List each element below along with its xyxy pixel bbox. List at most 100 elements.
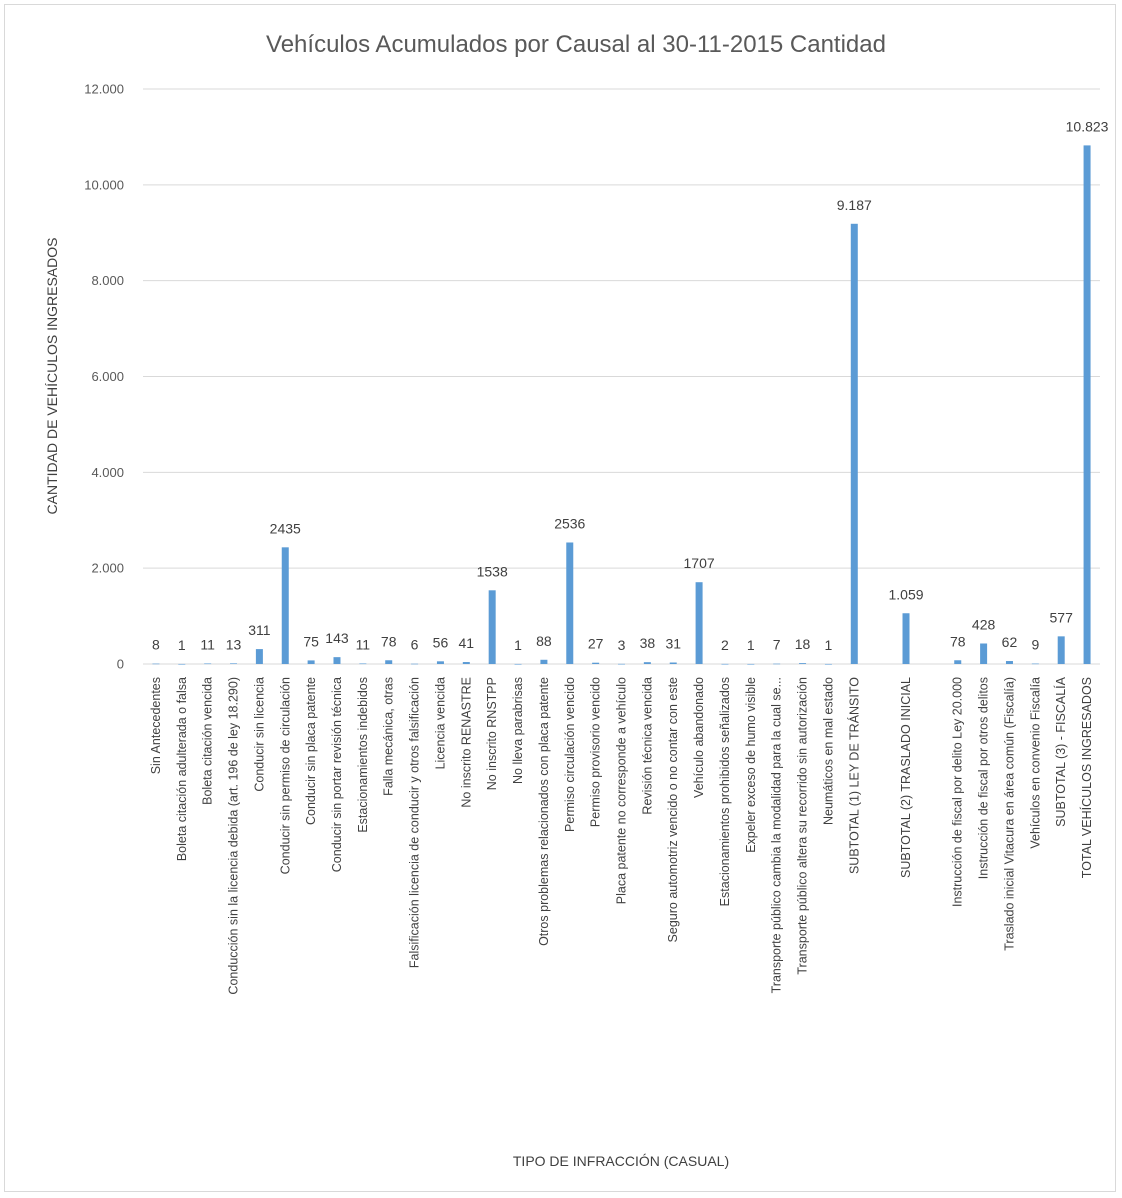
data-label: 1707 <box>684 555 715 571</box>
bar <box>1005 661 1013 664</box>
x-tick-label: Transporte público altera su recorrido s… <box>796 677 810 975</box>
x-tick-label: Estacionamientos prohibidos señalizados <box>718 677 732 906</box>
data-label: 1.059 <box>888 586 923 602</box>
x-tick-label: Falsificación licencia de conducir y otr… <box>408 677 422 968</box>
bar <box>152 663 160 665</box>
bar <box>980 643 988 664</box>
x-tick-label: Conducir sin portar revisión técnica <box>330 677 344 872</box>
bar <box>488 590 496 664</box>
chart-title: Vehículos Acumulados por Causal al 30-11… <box>266 31 886 58</box>
bar <box>514 663 522 665</box>
bar <box>230 663 238 664</box>
x-tick-label: Falla mecánica, otras <box>382 677 396 796</box>
data-label: 1 <box>514 637 522 653</box>
bar <box>178 663 186 665</box>
data-label: 10.823 <box>1066 118 1109 134</box>
bar <box>747 663 755 665</box>
x-tick-label: No inscrito RENASTRE <box>459 677 473 808</box>
data-label: 56 <box>433 634 449 650</box>
x-tick-label: Vehículo abandonado <box>692 677 706 798</box>
bar <box>462 662 470 664</box>
bar <box>436 661 444 664</box>
gridlines <box>143 88 1100 665</box>
x-tick-label: No lleva parabrisas <box>511 677 525 784</box>
y-tick-label: 2.000 <box>91 561 124 576</box>
x-tick-label: Traslado inicial Vitacura en área común … <box>1002 677 1016 951</box>
x-tick-label: Conducir sin permiso de circulación <box>278 677 292 874</box>
bar <box>411 663 419 665</box>
y-tick-label: 12.000 <box>84 82 124 97</box>
y-tick-label: 10.000 <box>84 177 124 192</box>
data-label: 2 <box>721 637 729 653</box>
data-label: 3 <box>618 637 626 653</box>
y-tick-label: 4.000 <box>91 465 124 480</box>
data-label: 311 <box>248 622 271 638</box>
x-tick-label: Neumáticos en mal estado <box>821 677 835 825</box>
bar <box>540 659 548 664</box>
x-tick-label: Instrucción de fiscal por delito Ley 20.… <box>951 677 965 907</box>
data-label: 143 <box>325 630 349 646</box>
data-label: 18 <box>795 636 811 652</box>
data-label: 78 <box>950 633 966 649</box>
data-label: 13 <box>226 636 242 652</box>
bar <box>850 223 858 664</box>
x-tick-label: Transporte público cambia la modalidad p… <box>770 677 784 993</box>
y-axis-title: CANTIDAD DE VEHÍCULOS INGRESADOS <box>44 238 60 515</box>
data-label: 1 <box>178 637 186 653</box>
data-label: 27 <box>588 636 604 652</box>
bar <box>333 657 341 664</box>
x-tick-label: Licencia vencida <box>433 677 447 769</box>
bar <box>721 663 729 665</box>
data-label: 31 <box>665 636 681 652</box>
x-tick-label: Permiso circulación vencido <box>563 677 577 832</box>
data-label: 9 <box>1031 637 1039 653</box>
data-label: 38 <box>640 635 656 651</box>
y-tick-label: 0 <box>117 657 124 672</box>
data-label: 62 <box>1002 634 1018 650</box>
data-label: 7 <box>773 637 781 653</box>
x-tick-label: Placa patente no corresponde a vehículo <box>615 677 629 904</box>
data-label: 2435 <box>270 520 301 536</box>
x-tick-label: Otros problemas relacionados con placa p… <box>537 677 551 946</box>
data-label: 1 <box>825 637 833 653</box>
data-label: 1538 <box>477 563 508 579</box>
x-tick-label: SUBTOTAL (2) TRASLADO INICIAL <box>899 677 913 878</box>
data-label: 41 <box>459 635 475 651</box>
x-tick-label: Estacionamientos indebidos <box>356 677 370 833</box>
bars <box>152 145 1091 665</box>
bar <box>1083 145 1091 664</box>
bar <box>773 663 781 665</box>
bar <box>902 613 910 664</box>
x-tick-label: Boleta citación vencida <box>201 677 215 805</box>
y-tick-label: 6.000 <box>91 369 124 384</box>
x-tick-label: SUBTOTAL (1) LEY DE TRÁNSITO <box>846 677 861 874</box>
data-label: 75 <box>303 633 319 649</box>
x-tick-label: Permiso provisorio vencido <box>589 677 603 827</box>
x-tick-label: TOTAL VEHÍCULOS INGRESADOS <box>1079 677 1094 878</box>
bar <box>618 663 625 665</box>
bar <box>669 662 677 664</box>
x-tick-label: Instrucción de fiscal por otros delitos <box>977 677 991 879</box>
bar <box>695 582 703 664</box>
bar <box>824 663 832 665</box>
x-tick-label: No inscrito RNSTPP <box>485 677 499 790</box>
bar <box>566 542 574 664</box>
data-label: 2536 <box>554 515 585 531</box>
bar <box>1031 663 1039 665</box>
bar <box>643 662 651 664</box>
bar <box>592 662 600 664</box>
x-axis-ticks: Sin Antecedentes Boleta citación adultera… <box>149 676 1094 994</box>
data-label: 428 <box>972 616 996 632</box>
bar <box>307 660 315 664</box>
x-axis-title: TIPO DE INFRACCIÓN (CASUAL) <box>513 1153 729 1169</box>
x-tick-label: Expeler exceso de humo visible <box>744 677 758 853</box>
bar <box>281 547 289 664</box>
bar <box>385 660 393 664</box>
data-label: 6 <box>411 637 419 653</box>
x-tick-label: Conducir sin licencia <box>252 677 266 792</box>
data-label: 11 <box>356 636 371 652</box>
x-tick-label: Conducir sin placa patente <box>304 677 318 825</box>
bar <box>255 649 263 664</box>
